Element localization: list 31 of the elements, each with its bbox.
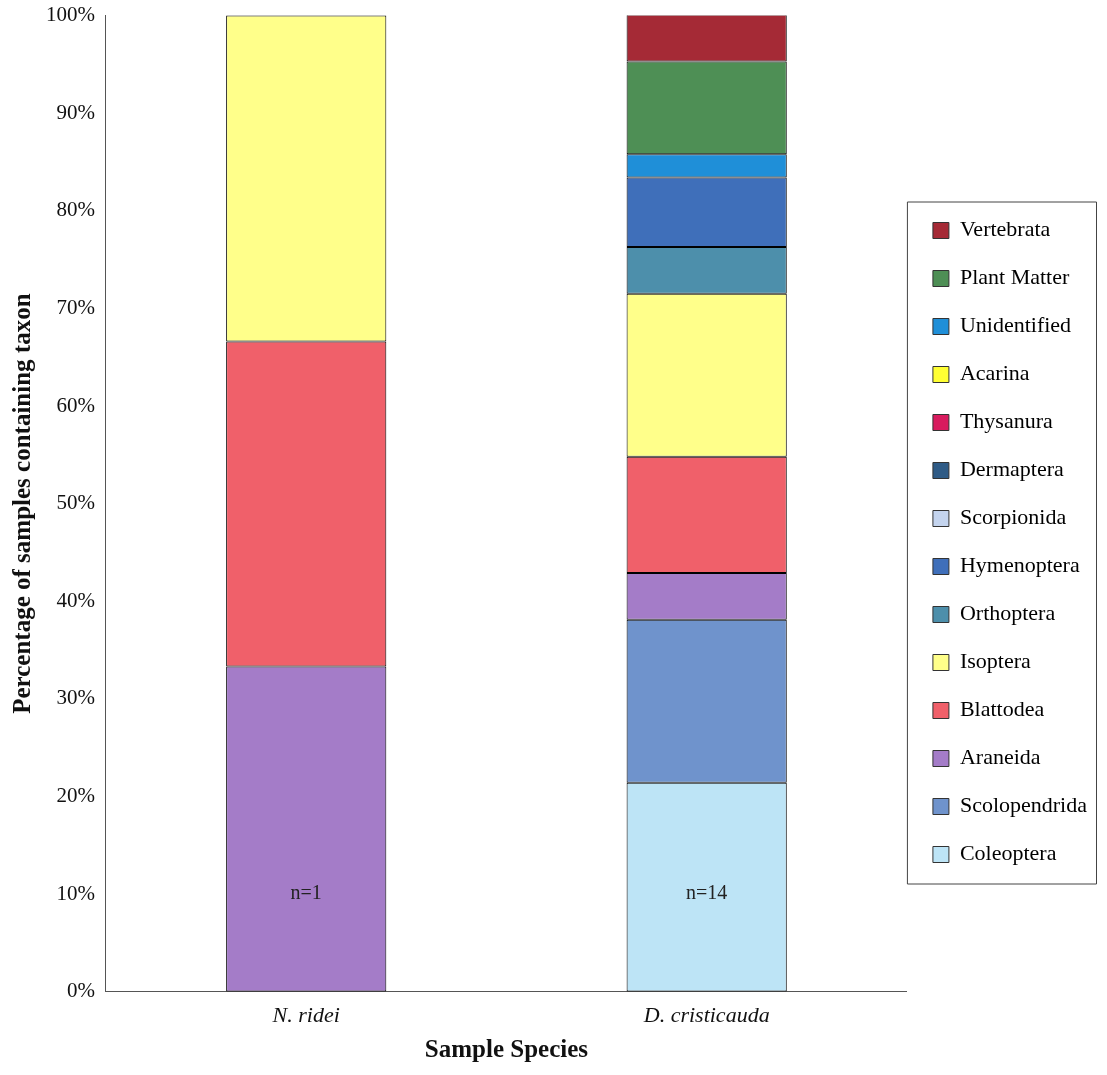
- legend-label: Araneida: [959, 744, 1041, 770]
- y-tick-label: 30%: [56, 685, 95, 710]
- legend-label: Blattodea: [959, 696, 1045, 722]
- y-tick-label: 40%: [56, 587, 95, 612]
- y-axis-title: Percentage of samples containing taxon: [8, 293, 36, 714]
- legend-label: Plant Matter: [959, 264, 1070, 290]
- legend-label: Vertebrata: [959, 216, 1051, 242]
- legend-label: Orthoptera: [959, 600, 1056, 626]
- y-tick-label: 90%: [56, 99, 95, 124]
- legend-label: Scorpionida: [959, 504, 1067, 530]
- y-tick-label: 0%: [66, 978, 95, 1003]
- legend-label: Coleoptera: [959, 840, 1057, 866]
- y-tick-label: 70%: [56, 294, 95, 319]
- legend-label: Acarina: [959, 360, 1030, 386]
- legend-label: Isoptera: [959, 648, 1032, 674]
- x-tick-label: D. cristicauda: [642, 1001, 770, 1027]
- legend-label: Dermaptera: [959, 456, 1064, 482]
- legend-label: Scolopendrida: [959, 792, 1088, 818]
- y-tick-label: 20%: [56, 782, 95, 807]
- legend-label: Thysanura: [959, 408, 1054, 434]
- annotation: n=1: [290, 881, 322, 904]
- legend-label: Unidentified: [959, 312, 1072, 338]
- y-tick-label: 10%: [56, 880, 95, 905]
- legend-label: Hymenoptera: [959, 552, 1080, 578]
- y-tick-label: 50%: [56, 490, 95, 515]
- x-tick-label: N. ridei: [271, 1001, 340, 1027]
- y-tick-label: 80%: [56, 197, 95, 222]
- y-tick-label: 60%: [56, 392, 95, 417]
- y-tick-label: 100%: [45, 2, 95, 27]
- annotation: n=14: [686, 881, 728, 904]
- x-axis-title: Sample Species: [424, 1035, 589, 1063]
